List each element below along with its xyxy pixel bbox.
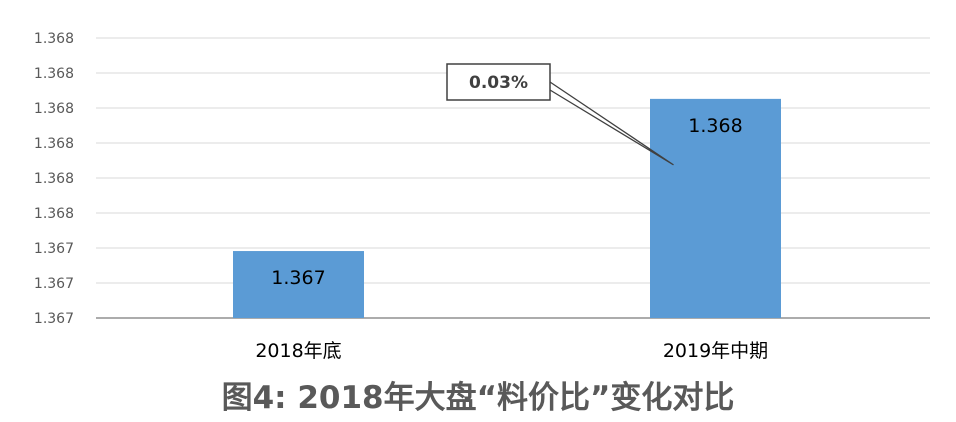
bar-chart: 1.367 1.367 1.367 1.368 1.368 1.368 1.368 1.368…: [34, 31, 930, 362]
data-label: 1.367: [271, 267, 325, 289]
y-tick-label: 1.368: [34, 66, 74, 82]
callout-pointer: [549, 81, 674, 166]
bar: [233, 251, 364, 318]
data-label: 1.368: [688, 115, 742, 137]
bars: [233, 98, 781, 318]
data-labels: 1.367 1.368: [271, 115, 742, 289]
y-tick-label: 1.368: [34, 136, 74, 152]
y-tick-label: 1.368: [34, 101, 74, 117]
bar: [650, 98, 781, 318]
x-axis-tick-labels: 2018年底 2019年中期: [255, 340, 768, 362]
callout-text: 0.03%: [469, 73, 528, 93]
chart-title: 图4: 2018年大盘“料价比”变化对比: [221, 380, 735, 416]
y-tick-label: 1.368: [34, 31, 74, 47]
x-tick-label: 2018年底: [255, 340, 341, 362]
y-tick-label: 1.368: [34, 206, 74, 222]
y-tick-label: 1.367: [34, 311, 74, 327]
callout-box: [446, 63, 551, 101]
annotation: 0.03%: [446, 63, 674, 166]
x-tick-label: 2019年中期: [663, 340, 768, 362]
y-tick-label: 1.367: [34, 276, 74, 292]
y-tick-label: 1.368: [34, 171, 74, 187]
y-axis-tick-labels: 1.367 1.367 1.367 1.368 1.368 1.368 1.368 1.368…: [34, 31, 74, 327]
y-tick-label: 1.367: [34, 241, 74, 257]
